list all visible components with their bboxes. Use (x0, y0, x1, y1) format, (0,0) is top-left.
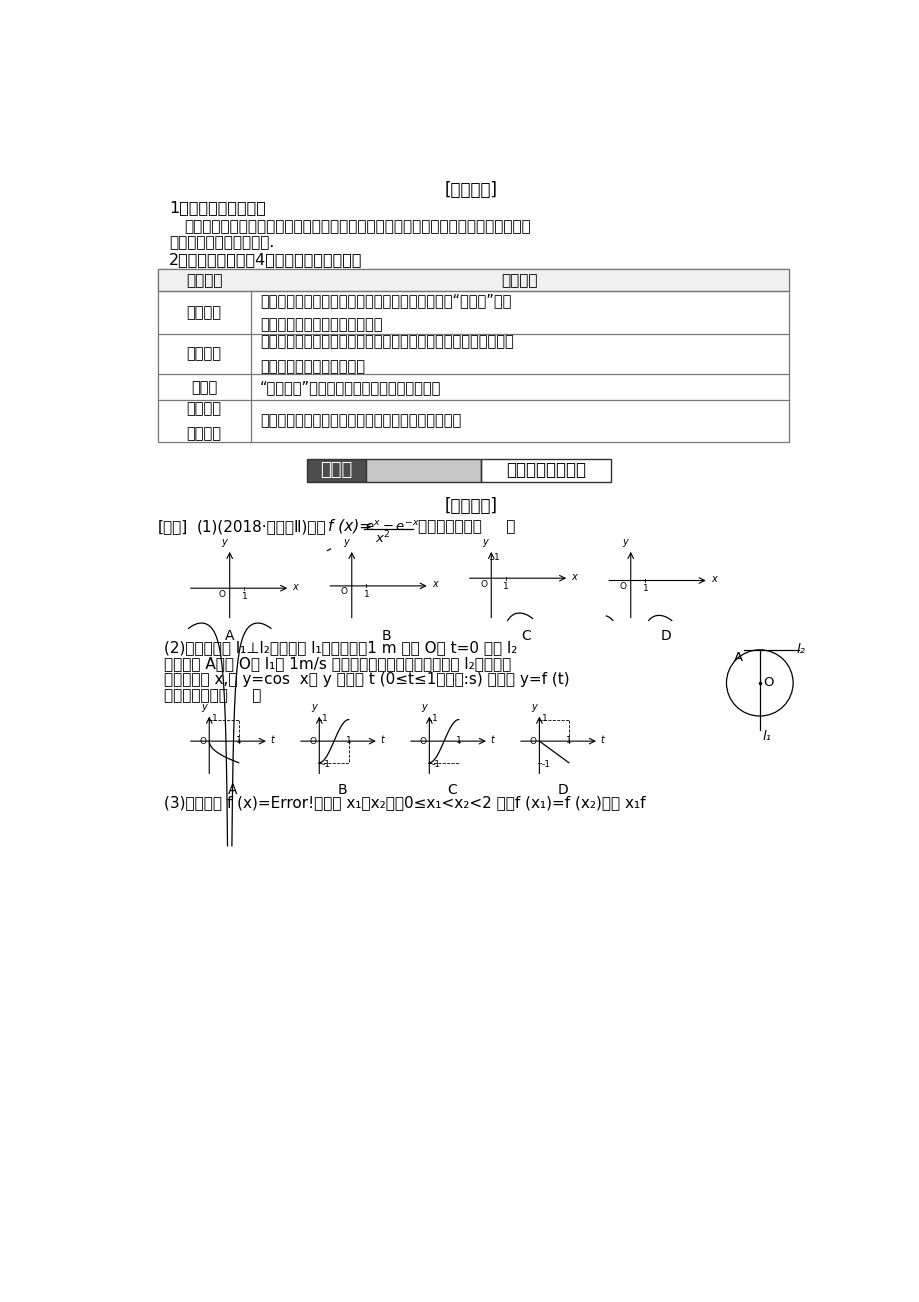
Text: x: x (292, 582, 298, 591)
Text: O: O (528, 737, 536, 746)
Text: B: B (381, 629, 391, 643)
Text: l₂: l₂ (796, 643, 805, 656)
Text: D: D (557, 783, 567, 797)
Text: B: B (337, 783, 347, 797)
Bar (307, 458, 366, 482)
Text: O: O (419, 737, 425, 746)
Text: 求函数的定义域，其实质就是以函数解析式所含运算有意义为准则，列出不等式或不等: 求函数的定义域，其实质就是以函数解析式所含运算有意义为准则，列出不等式或不等 (185, 219, 531, 234)
Text: x: x (710, 574, 716, 585)
Text: 弄清自变量所在区间，然后代入对应的解析式，求“层层套”的函
数值，要从最内层逐层往外计算: 弄清自变量所在区间，然后代入对应的解析式，求“层层套”的函 数值，要从最内层逐层… (260, 293, 511, 332)
Text: 求函数值: 求函数值 (187, 305, 221, 320)
Text: O: O (619, 582, 626, 591)
Text: $e^x-e^{-x}$: $e^x-e^{-x}$ (365, 519, 420, 534)
Text: 2．分段函数问题的4种常见类型及解题策略: 2．分段函数问题的4种常见类型及解题策略 (169, 253, 362, 267)
Text: f (x)=: f (x)= (328, 519, 371, 534)
Text: 求参数: 求参数 (191, 380, 217, 395)
Text: A: A (732, 651, 742, 664)
Bar (157, 270, 789, 290)
Text: 式组，然后求出解集即可.: 式组，然后求出解集即可. (169, 234, 274, 250)
Text: 1: 1 (565, 736, 571, 745)
Bar (366, 458, 481, 482)
Text: y: y (311, 702, 317, 712)
Text: O: O (219, 590, 225, 599)
Text: 利用函数
性质求值: 利用函数 性质求值 (187, 401, 221, 441)
Text: 1: 1 (346, 736, 351, 745)
Bar (481, 458, 610, 482)
Text: $x^2$: $x^2$ (374, 530, 390, 547)
Text: [由题知法]: [由题知法] (445, 497, 497, 516)
Text: 1: 1 (641, 585, 648, 594)
Text: [典例]: [典例] (157, 519, 187, 534)
Text: O: O (199, 737, 206, 746)
Text: 考法二: 考法二 (320, 461, 352, 479)
Text: O: O (341, 587, 347, 596)
Text: 相切于点 A，圆 O沿 l₁以 1m/s 的速度匀速向上移动，圆被直线 l₂所截上方: 相切于点 A，圆 O沿 l₁以 1m/s 的速度匀速向上移动，圆被直线 l₂所截… (164, 656, 511, 671)
Text: y: y (621, 538, 627, 547)
Text: t: t (600, 734, 604, 745)
Text: (2)如图，已知 l₁⊥l₂，圆心在 l₁上、半径为1 m 的圆 O在 t=0 时与 l₂: (2)如图，已知 l₁⊥l₂，圆心在 l₁上、半径为1 m 的圆 O在 t=0 … (164, 639, 516, 655)
Text: 根据分段函数中自变量取值范围的界定，代入相应的解析式求解，
但要注意取值范围的大前提: 根据分段函数中自变量取值范围的界定，代入相应的解析式求解， 但要注意取值范围的大… (260, 335, 513, 374)
Text: C: C (448, 783, 457, 797)
Text: -1: -1 (541, 760, 550, 768)
Text: x: x (432, 579, 437, 590)
Text: C: C (521, 629, 530, 643)
Text: 1: 1 (431, 713, 437, 723)
Text: y: y (531, 702, 537, 712)
Text: y: y (421, 702, 426, 712)
Text: 1: 1 (363, 590, 369, 599)
Text: 的图象大致为（     ）: 的图象大致为（ ） (164, 689, 261, 703)
Text: 1．函数定义域的求法: 1．函数定义域的求法 (169, 201, 266, 215)
Text: l₁: l₁ (761, 730, 770, 743)
Text: 解题策略: 解题策略 (501, 272, 538, 288)
Text: y: y (343, 538, 348, 547)
Text: y: y (201, 702, 207, 712)
Bar (157, 270, 789, 441)
Text: A: A (225, 629, 234, 643)
Text: D: D (660, 629, 670, 643)
Text: t: t (490, 734, 494, 745)
Text: (3)已知函数 f (x)=Error!若存在 x₁，x₂，当0≤x₁<x₂<2 时，f (x₁)=f (x₂)，则 x₁f: (3)已知函数 f (x)=Error!若存在 x₁，x₂，当0≤x₁<x₂<2… (164, 796, 644, 810)
Text: 1: 1 (494, 553, 500, 562)
Text: 常见类型: 常见类型 (186, 272, 222, 288)
Text: O: O (762, 677, 773, 690)
Text: 函数的图象及应用: 函数的图象及应用 (505, 461, 585, 479)
Text: y: y (482, 538, 488, 547)
Text: A: A (228, 783, 237, 797)
Text: 的图象大致为（     ）: 的图象大致为（ ） (417, 519, 515, 534)
Text: [系统方法]: [系统方法] (445, 181, 497, 199)
Text: 1: 1 (211, 713, 217, 723)
Text: (1)(2018·全国卷Ⅱ)函数: (1)(2018·全国卷Ⅱ)函数 (196, 519, 325, 534)
Text: 圆弧长记为 x,令 y=cos  x则 y 与时间 t (0≤t≤1，单位:s) 的函数 y=f (t): 圆弧长记为 x,令 y=cos x则 y 与时间 t (0≤t≤1，单位:s) … (164, 672, 569, 687)
Text: 1: 1 (541, 713, 547, 723)
Text: O: O (309, 737, 316, 746)
Text: “分段处理”，采用代入法列出各区间上的方程: “分段处理”，采用代入法列出各区间上的方程 (260, 380, 441, 395)
Text: 1: 1 (242, 592, 247, 602)
Text: x: x (571, 572, 576, 582)
Text: 1: 1 (322, 713, 327, 723)
Text: t: t (380, 734, 384, 745)
Text: 1: 1 (456, 736, 461, 745)
Text: 1: 1 (503, 582, 508, 591)
Text: 1: 1 (235, 736, 242, 745)
Text: O: O (480, 579, 487, 589)
Text: t: t (270, 734, 274, 745)
Text: -1: -1 (431, 760, 440, 768)
Text: y: y (221, 538, 226, 547)
Text: 解不等式: 解不等式 (187, 346, 221, 362)
Text: -1: -1 (322, 760, 330, 768)
Text: 必须依据条件找到函数满足的性质，利用该性质求解: 必须依据条件找到函数满足的性质，利用该性质求解 (260, 414, 460, 428)
